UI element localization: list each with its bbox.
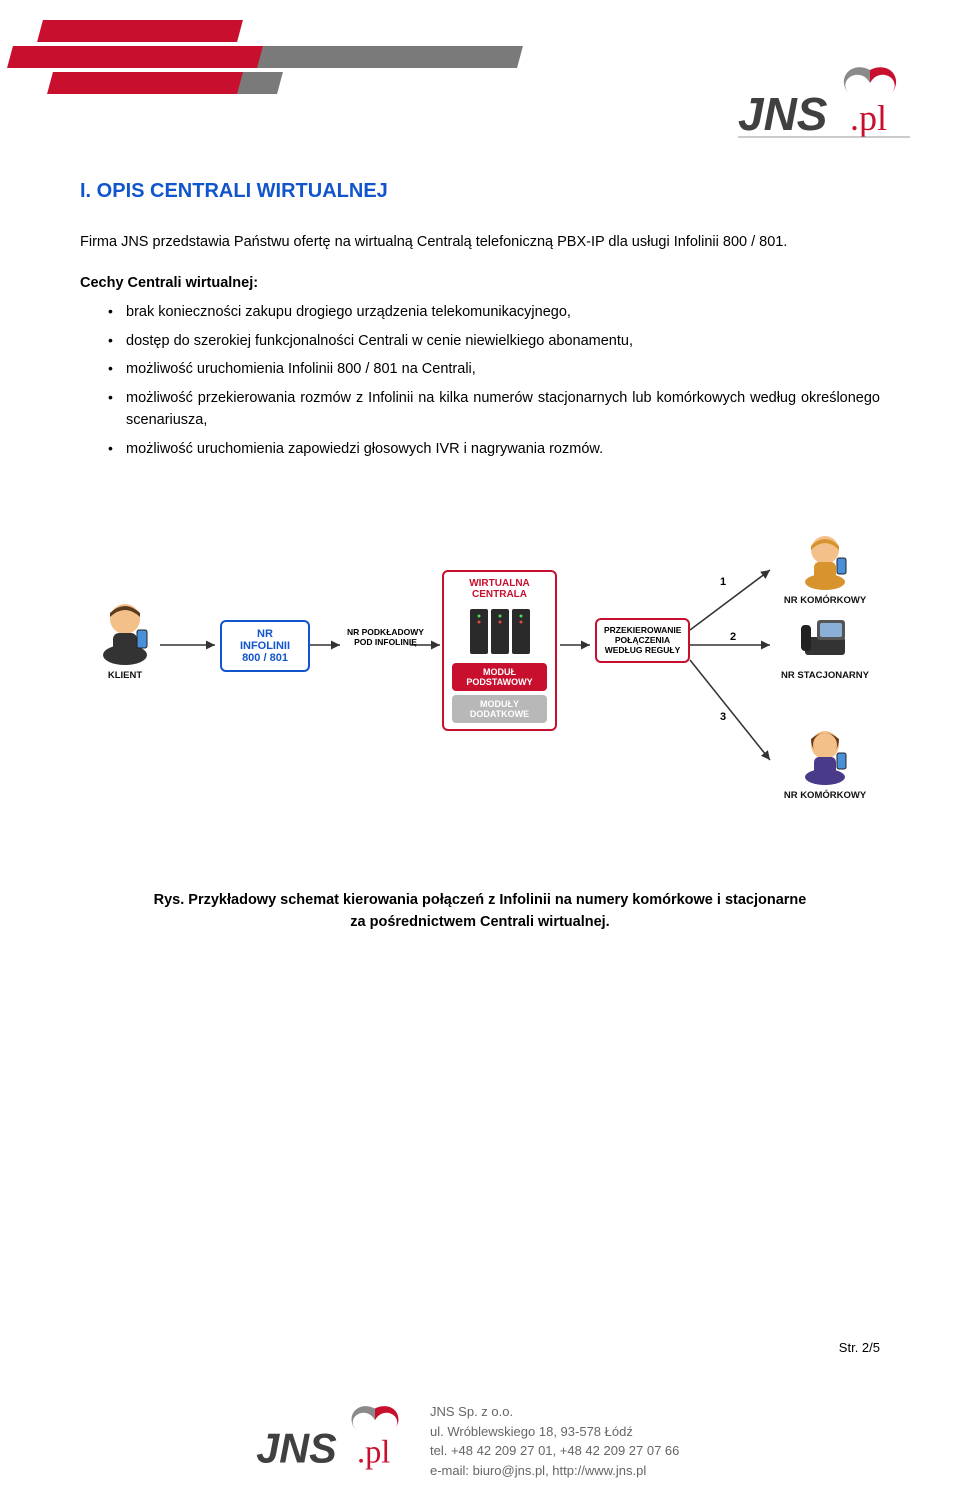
svg-text:.pl: .pl — [357, 1435, 390, 1471]
page-number: Str. 2/5 — [839, 1340, 880, 1355]
footer: JNS .pl JNS Sp. z o.o. ul. Wróblewskiego… — [0, 1360, 960, 1490]
subhead: Cechy Centrali wirtualnej: — [80, 275, 880, 291]
footer-text: JNS Sp. z o.o. ul. Wróblewskiego 18, 93-… — [430, 1402, 679, 1480]
node-target-2: NR STACJONARNY — [775, 615, 875, 681]
bullet-item: dostęp do szerokiej funkcjonalności Cent… — [108, 330, 880, 352]
node-centrala: WIRTUALNA CENTRALA MODUŁ PODSTAWOWY MODU… — [442, 570, 557, 731]
bullet-item: możliwość uruchomienia Infolinii 800 / 8… — [108, 358, 880, 380]
svg-text:3: 3 — [720, 711, 726, 723]
node-podkladowy: NR PODKŁADOWY POD INFOLINIĘ — [338, 628, 433, 648]
section-title: I. OPIS CENTRALI WIRTUALNEJ — [80, 180, 880, 203]
intro-paragraph: Firma JNS przedstawia Państwu ofertę na … — [80, 231, 880, 253]
node-target-1: NR KOMÓRKOWY — [775, 530, 875, 606]
svg-text:2: 2 — [730, 631, 736, 643]
header-stripes — [0, 0, 700, 110]
bullet-list: brak konieczności zakupu drogiego urządz… — [108, 301, 880, 460]
content: I. OPIS CENTRALI WIRTUALNEJ Firma JNS pr… — [80, 180, 880, 934]
node-route: PRZEKIEROWANIE POŁĄCZENIA WEDŁUG REGUŁY — [595, 618, 690, 663]
logo-top: JNS .pl — [720, 55, 920, 155]
figure-caption: Rys. Przykładowy schemat kierowania połą… — [80, 890, 880, 934]
node-klient: KLIENT — [90, 595, 160, 681]
bullet-item: możliwość uruchomienia zapowiedzi głosow… — [108, 438, 880, 460]
node-target-3: NR KOMÓRKOWY — [775, 725, 875, 801]
svg-text:JNS: JNS — [738, 88, 828, 140]
svg-text:JNS: JNS — [256, 1426, 337, 1472]
bullet-item: brak konieczności zakupu drogiego urządz… — [108, 301, 880, 323]
svg-text:.pl: .pl — [850, 98, 887, 138]
node-infoline: NR INFOLINII 800 / 801 — [220, 620, 310, 672]
diagram: 1 2 3 KLIENT NR INFOLINII 800 / 801 NR P… — [80, 500, 880, 850]
bullet-item: możliwość przekierowania rozmów z Infoli… — [108, 387, 880, 432]
svg-text:1: 1 — [720, 576, 726, 588]
